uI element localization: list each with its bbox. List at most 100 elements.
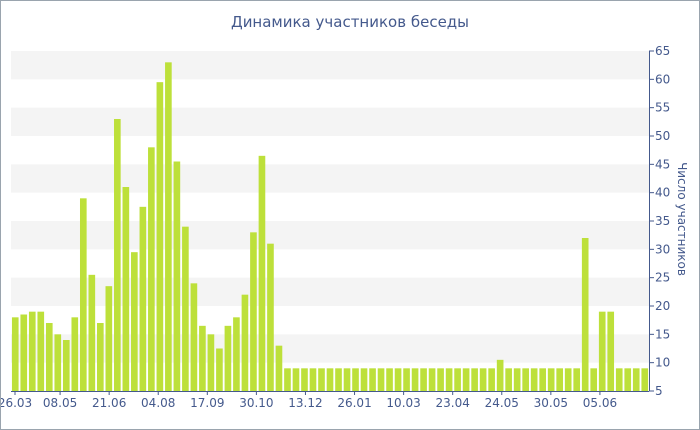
x-tick-label: 24.05 (485, 396, 519, 410)
bar (360, 368, 368, 391)
bar (11, 317, 19, 391)
bar (79, 198, 87, 391)
bar (156, 82, 164, 392)
bar (624, 368, 632, 391)
bar (479, 368, 487, 391)
bar (207, 334, 215, 391)
x-tick-label: 10.03 (386, 396, 420, 410)
bar (462, 368, 470, 391)
bar (97, 323, 104, 391)
bar (471, 368, 478, 391)
y-tick-label: 40 (655, 186, 670, 200)
bar (241, 294, 249, 391)
grid-band (11, 51, 649, 80)
bar (590, 368, 598, 391)
bar (403, 368, 410, 391)
x-tick-label: 30.05 (534, 396, 568, 410)
x-tick-label: 05.06 (583, 396, 617, 410)
bar (267, 243, 274, 391)
bar (496, 359, 504, 391)
y-tick-label: 5 (655, 384, 663, 398)
bar (335, 368, 342, 391)
bar (488, 368, 495, 391)
y-tick-label: 65 (655, 44, 670, 58)
x-tick-label: 26.03 (1, 396, 32, 410)
bar (114, 119, 121, 391)
bar (45, 323, 53, 391)
x-tick-label: 26.01 (337, 396, 371, 410)
bar (394, 368, 402, 391)
bar (292, 368, 300, 391)
bar (318, 368, 325, 391)
bar (556, 368, 563, 391)
bar (539, 368, 546, 391)
y-tick-label: 35 (655, 214, 670, 228)
x-tick-label: 23.04 (436, 396, 470, 410)
bar (420, 368, 427, 391)
bar (258, 155, 266, 391)
x-tick-label: 04.08 (141, 396, 175, 410)
y-tick-label: 15 (655, 327, 670, 341)
grid-band (11, 107, 649, 136)
x-tick-label: 17.09 (190, 396, 224, 410)
chart-title: Динамика участников беседы (230, 13, 470, 31)
bar (250, 232, 257, 391)
bar (54, 334, 62, 391)
bar (598, 311, 606, 391)
grid-band (11, 221, 649, 250)
bar (530, 368, 538, 391)
bar (386, 368, 393, 391)
bar (513, 368, 521, 391)
bar (411, 368, 419, 391)
bar (148, 147, 155, 391)
bar (632, 368, 640, 391)
bar (445, 368, 453, 391)
bar (224, 325, 232, 391)
bar (233, 317, 240, 391)
bar (377, 368, 385, 391)
bar (547, 368, 555, 391)
bar (131, 252, 138, 391)
y-tick-label: 45 (655, 157, 670, 171)
y-tick-label: 20 (655, 299, 670, 313)
bar (199, 325, 206, 391)
y-tick-label: 50 (655, 129, 670, 143)
bar (615, 368, 623, 391)
y-axis-label: Число участников (675, 162, 689, 276)
bar (607, 311, 615, 391)
bar (216, 348, 223, 391)
bar (573, 368, 581, 391)
bar (437, 368, 444, 391)
bar (454, 368, 461, 391)
y-tick-label: 55 (655, 101, 670, 115)
bar (284, 368, 291, 391)
y-tick-label: 10 (655, 356, 670, 370)
y-tick-label: 30 (655, 242, 670, 256)
bar (190, 283, 198, 391)
bar (369, 368, 376, 391)
bar (37, 311, 45, 391)
bars (11, 62, 649, 392)
bar (522, 368, 529, 391)
bar (20, 314, 28, 391)
bar (352, 368, 359, 391)
bar (28, 311, 36, 391)
y-tick-label: 25 (655, 271, 670, 285)
bar (165, 62, 172, 391)
bar (275, 345, 283, 391)
bar (641, 368, 649, 391)
bar (301, 368, 308, 391)
bar (505, 368, 512, 391)
grid-band (11, 164, 649, 193)
bar (88, 274, 96, 391)
y-axis-ticks: 5 10 15 20 25 30 35 40 45 50 55 60 65 (649, 44, 670, 398)
bar (62, 340, 70, 391)
bar (581, 238, 589, 391)
bar (182, 226, 189, 391)
bar (428, 368, 436, 391)
bar (564, 368, 572, 391)
bar (105, 286, 113, 391)
bar (309, 368, 317, 391)
